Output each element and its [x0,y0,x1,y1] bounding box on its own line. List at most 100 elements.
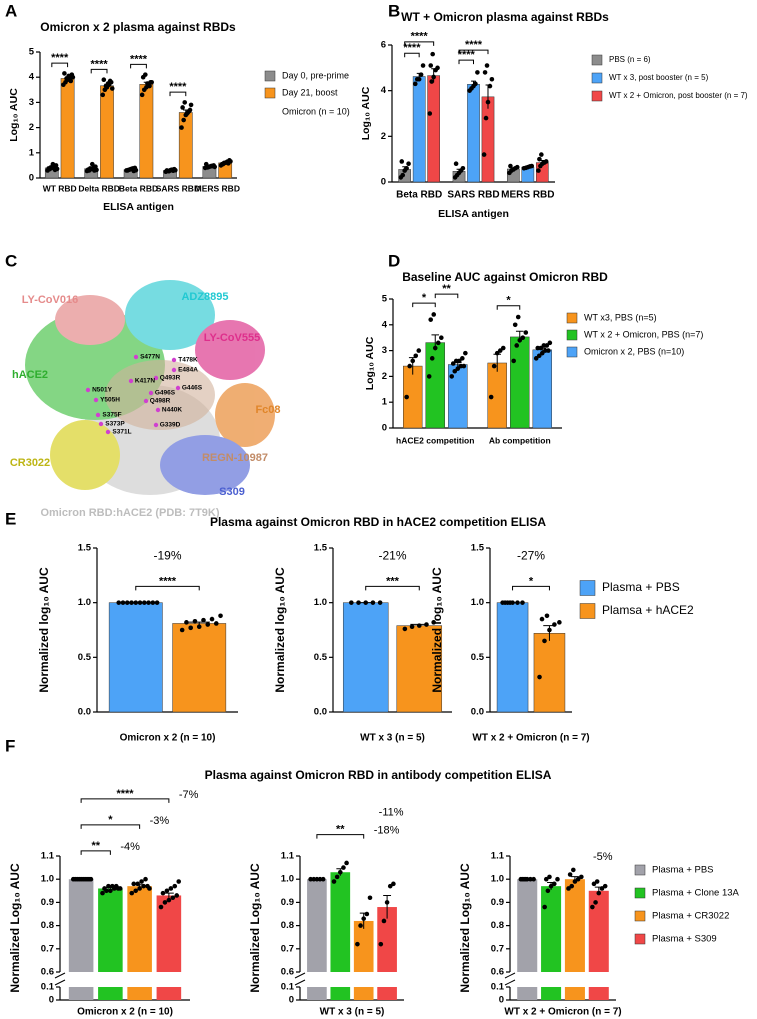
data-point [494,350,500,356]
significance-stars: *** [386,575,400,587]
y-tick-label: 2 [381,131,386,142]
bar [60,78,75,179]
panel-letter: C [5,251,17,270]
significance-stars: * [422,292,427,304]
data-point [538,345,544,351]
chart-title: Plasma against Omicron RBD in antibody c… [205,768,552,782]
bar [588,890,609,972]
legend-swatch [591,90,603,102]
chart-title: WT + Omicron plasma against RBDs [401,10,609,24]
significance-stars: **** [130,53,148,65]
significance-stars: * [529,575,534,587]
bar [588,987,609,1000]
legend-swatch [634,910,646,922]
data-point [174,893,180,898]
data-point [117,886,123,891]
data-point [331,879,337,884]
data-point [363,600,369,605]
data-point [48,165,54,170]
bar [377,987,397,1000]
data-point [170,895,176,901]
data-point [228,159,233,164]
data-point [162,900,168,905]
legend-label: Day 0, pre-prime [282,70,349,80]
data-point [106,883,111,889]
percent-change: -5% [593,851,613,863]
y-axis-label: Normalized log₁₀ AUC [430,567,444,693]
data-point [212,164,218,170]
x-tick-label: Beta RBD [119,183,158,193]
significance-bracket [496,305,521,310]
data-point [367,895,373,901]
percent-change: -27% [517,549,545,563]
significance-stars: ** [91,840,100,852]
data-point [100,890,105,896]
significance-stars: **** [403,42,421,54]
chart-title: Omicron x 2 plasma against RBDs [40,20,236,34]
mutation-site [128,378,134,384]
percent-change: -4% [120,841,140,853]
legend-swatch [566,329,578,341]
y-tick-label: 0.6 [41,967,54,978]
bar [541,987,562,1000]
data-point [129,600,134,605]
error-bar [163,892,174,898]
data-point [143,876,148,882]
chart-title: Baseline AUC against Omicron RBD [402,270,608,284]
data-point [539,616,545,622]
x-axis-label: ELISA antigen [438,208,509,220]
y-tick-label: 1.5 [78,543,92,554]
y-axis-label: Log₁₀ AUC [360,86,372,140]
percent-change: -3% [150,815,170,827]
legend-label: Plamsa + hACE2 [602,603,694,617]
data-point [416,76,422,82]
data-point [590,904,595,910]
mutation-label: G446S [182,385,203,392]
legend-label: WT x 2 + Omicron, PBS (n=7) [584,329,703,339]
mutation-label: Y505H [100,397,120,404]
mutation-label: S371L [112,429,131,436]
data-point [551,881,557,887]
structure-label: Fc08 [255,404,280,416]
data-point [358,923,363,928]
data-point [547,874,552,880]
data-point [432,345,438,351]
x-tick-label: Delta RBD [78,183,120,193]
y-tick-label: 0.5 [78,652,92,663]
bar [353,920,374,972]
data-point [463,350,468,356]
legend-label: Plasma + PBS [652,865,714,876]
significance-bracket [458,59,474,65]
data-point [391,881,396,887]
significance-bracket [458,49,489,55]
data-point [133,167,139,173]
ly-cov016-blob [55,295,125,345]
y-axis-label: Normalized Log₁₀ AUC [248,863,262,993]
legend-swatch [566,312,578,324]
significance-bracket [404,52,420,58]
data-point [569,883,575,889]
structure-label: S309 [219,486,245,498]
data-point [402,626,408,632]
significance-stars: **** [51,52,69,64]
data-point [188,102,194,108]
data-point [387,883,393,889]
bar [541,886,562,972]
data-point [384,900,390,905]
percent-change: -21% [378,549,406,563]
data-point [575,876,581,882]
y-tick-label: 0.7 [491,943,504,954]
significance-stars: **** [169,81,187,93]
mutation-label: S477N [140,354,160,361]
data-point [430,51,435,57]
data-point [520,335,526,341]
data-point [489,76,495,82]
y-tick-label: 0.5 [314,652,328,663]
data-point [547,627,552,633]
data-point [308,876,313,882]
data-point [124,600,130,605]
mutation-site [133,354,139,360]
x-tick-label: SARS RBD [156,183,200,193]
data-point [555,876,560,882]
data-point [523,876,528,882]
